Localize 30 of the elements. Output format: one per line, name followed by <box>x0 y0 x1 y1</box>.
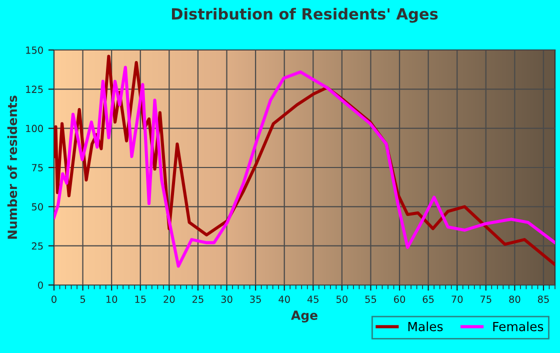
x-tick-label: 75 <box>480 296 492 303</box>
x-tick-label: 20 <box>164 296 175 303</box>
y-axis-title: Number of residents <box>7 96 18 239</box>
x-tick-label: 45 <box>307 296 318 303</box>
x-tick-label: 85 <box>538 296 549 303</box>
y-tick-label: 150 <box>26 46 43 54</box>
x-tick-label: 30 <box>221 296 232 303</box>
x-tick-label: 35 <box>250 296 261 303</box>
x-tick-label: 25 <box>192 296 204 303</box>
x-tick-label: 10 <box>106 296 118 303</box>
x-tick-label: 0 <box>52 296 56 303</box>
chart-title: Distribution of Residents' Ages <box>172 8 438 23</box>
legend-label: Males <box>408 322 443 332</box>
x-axis-title: Age <box>291 310 318 322</box>
y-tick-label: 25 <box>32 242 43 250</box>
x-tick-label: 80 <box>509 296 520 303</box>
x-tick-label: 50 <box>336 296 348 303</box>
x-tick-label: 55 <box>365 296 376 303</box>
x-tick-label: 60 <box>394 296 406 303</box>
legend-label: Females <box>493 322 544 332</box>
y-tick-label: 75 <box>32 164 43 172</box>
y-tick-label: 100 <box>26 124 43 132</box>
x-tick-label: 5 <box>80 296 86 303</box>
x-tick-label: 40 <box>278 296 290 303</box>
y-tick-label: 50 <box>32 203 43 210</box>
y-tick-label: 125 <box>26 86 43 93</box>
x-tick-label: 15 <box>135 296 146 303</box>
y-tick-label: 0 <box>38 281 43 289</box>
x-tick-label: 65 <box>422 296 434 303</box>
x-tick-label: 70 <box>452 296 463 303</box>
